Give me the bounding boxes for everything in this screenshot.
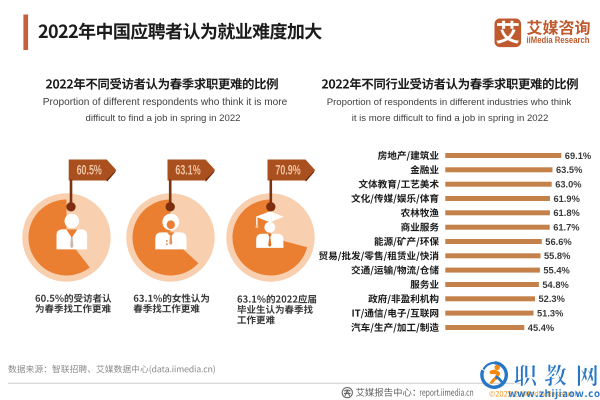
svg-text:52.3%: 52.3%	[539, 294, 566, 304]
svg-text:63.5%: 63.5%	[556, 165, 583, 175]
svg-text:45.4%: 45.4%	[528, 323, 555, 333]
svg-text:iiMedia Research: iiMedia Research	[527, 35, 590, 45]
svg-text:70.9%: 70.9%	[275, 164, 300, 178]
svg-text:60.5%: 60.5%	[77, 164, 102, 178]
svg-text:69.1%: 69.1%	[565, 151, 592, 161]
svg-text:Proportion of respondents in d: Proportion of respondents in different i…	[327, 97, 572, 108]
svg-text:63.1%: 63.1%	[175, 164, 200, 178]
svg-text:55.8%: 55.8%	[544, 251, 571, 261]
svg-text:51.3%: 51.3%	[537, 309, 564, 319]
svg-text:55.4%: 55.4%	[543, 266, 570, 276]
svg-text:54.8%: 54.8%	[542, 280, 569, 290]
svg-text:63.0%: 63.0%	[555, 180, 582, 190]
svg-text:Proportion of different respon: Proportion of different respondents who …	[43, 97, 288, 108]
svg-text:61.7%: 61.7%	[553, 223, 580, 233]
svg-text:61.9%: 61.9%	[554, 194, 581, 204]
svg-text:it is more difficult to find a: it is more difficult to find a job in sp…	[352, 113, 549, 124]
svg-text:difficult to find a job in spr: difficult to find a job in spring in 202…	[85, 113, 240, 124]
svg-text:56.6%: 56.6%	[545, 237, 572, 247]
svg-text:61.8%: 61.8%	[553, 208, 580, 218]
